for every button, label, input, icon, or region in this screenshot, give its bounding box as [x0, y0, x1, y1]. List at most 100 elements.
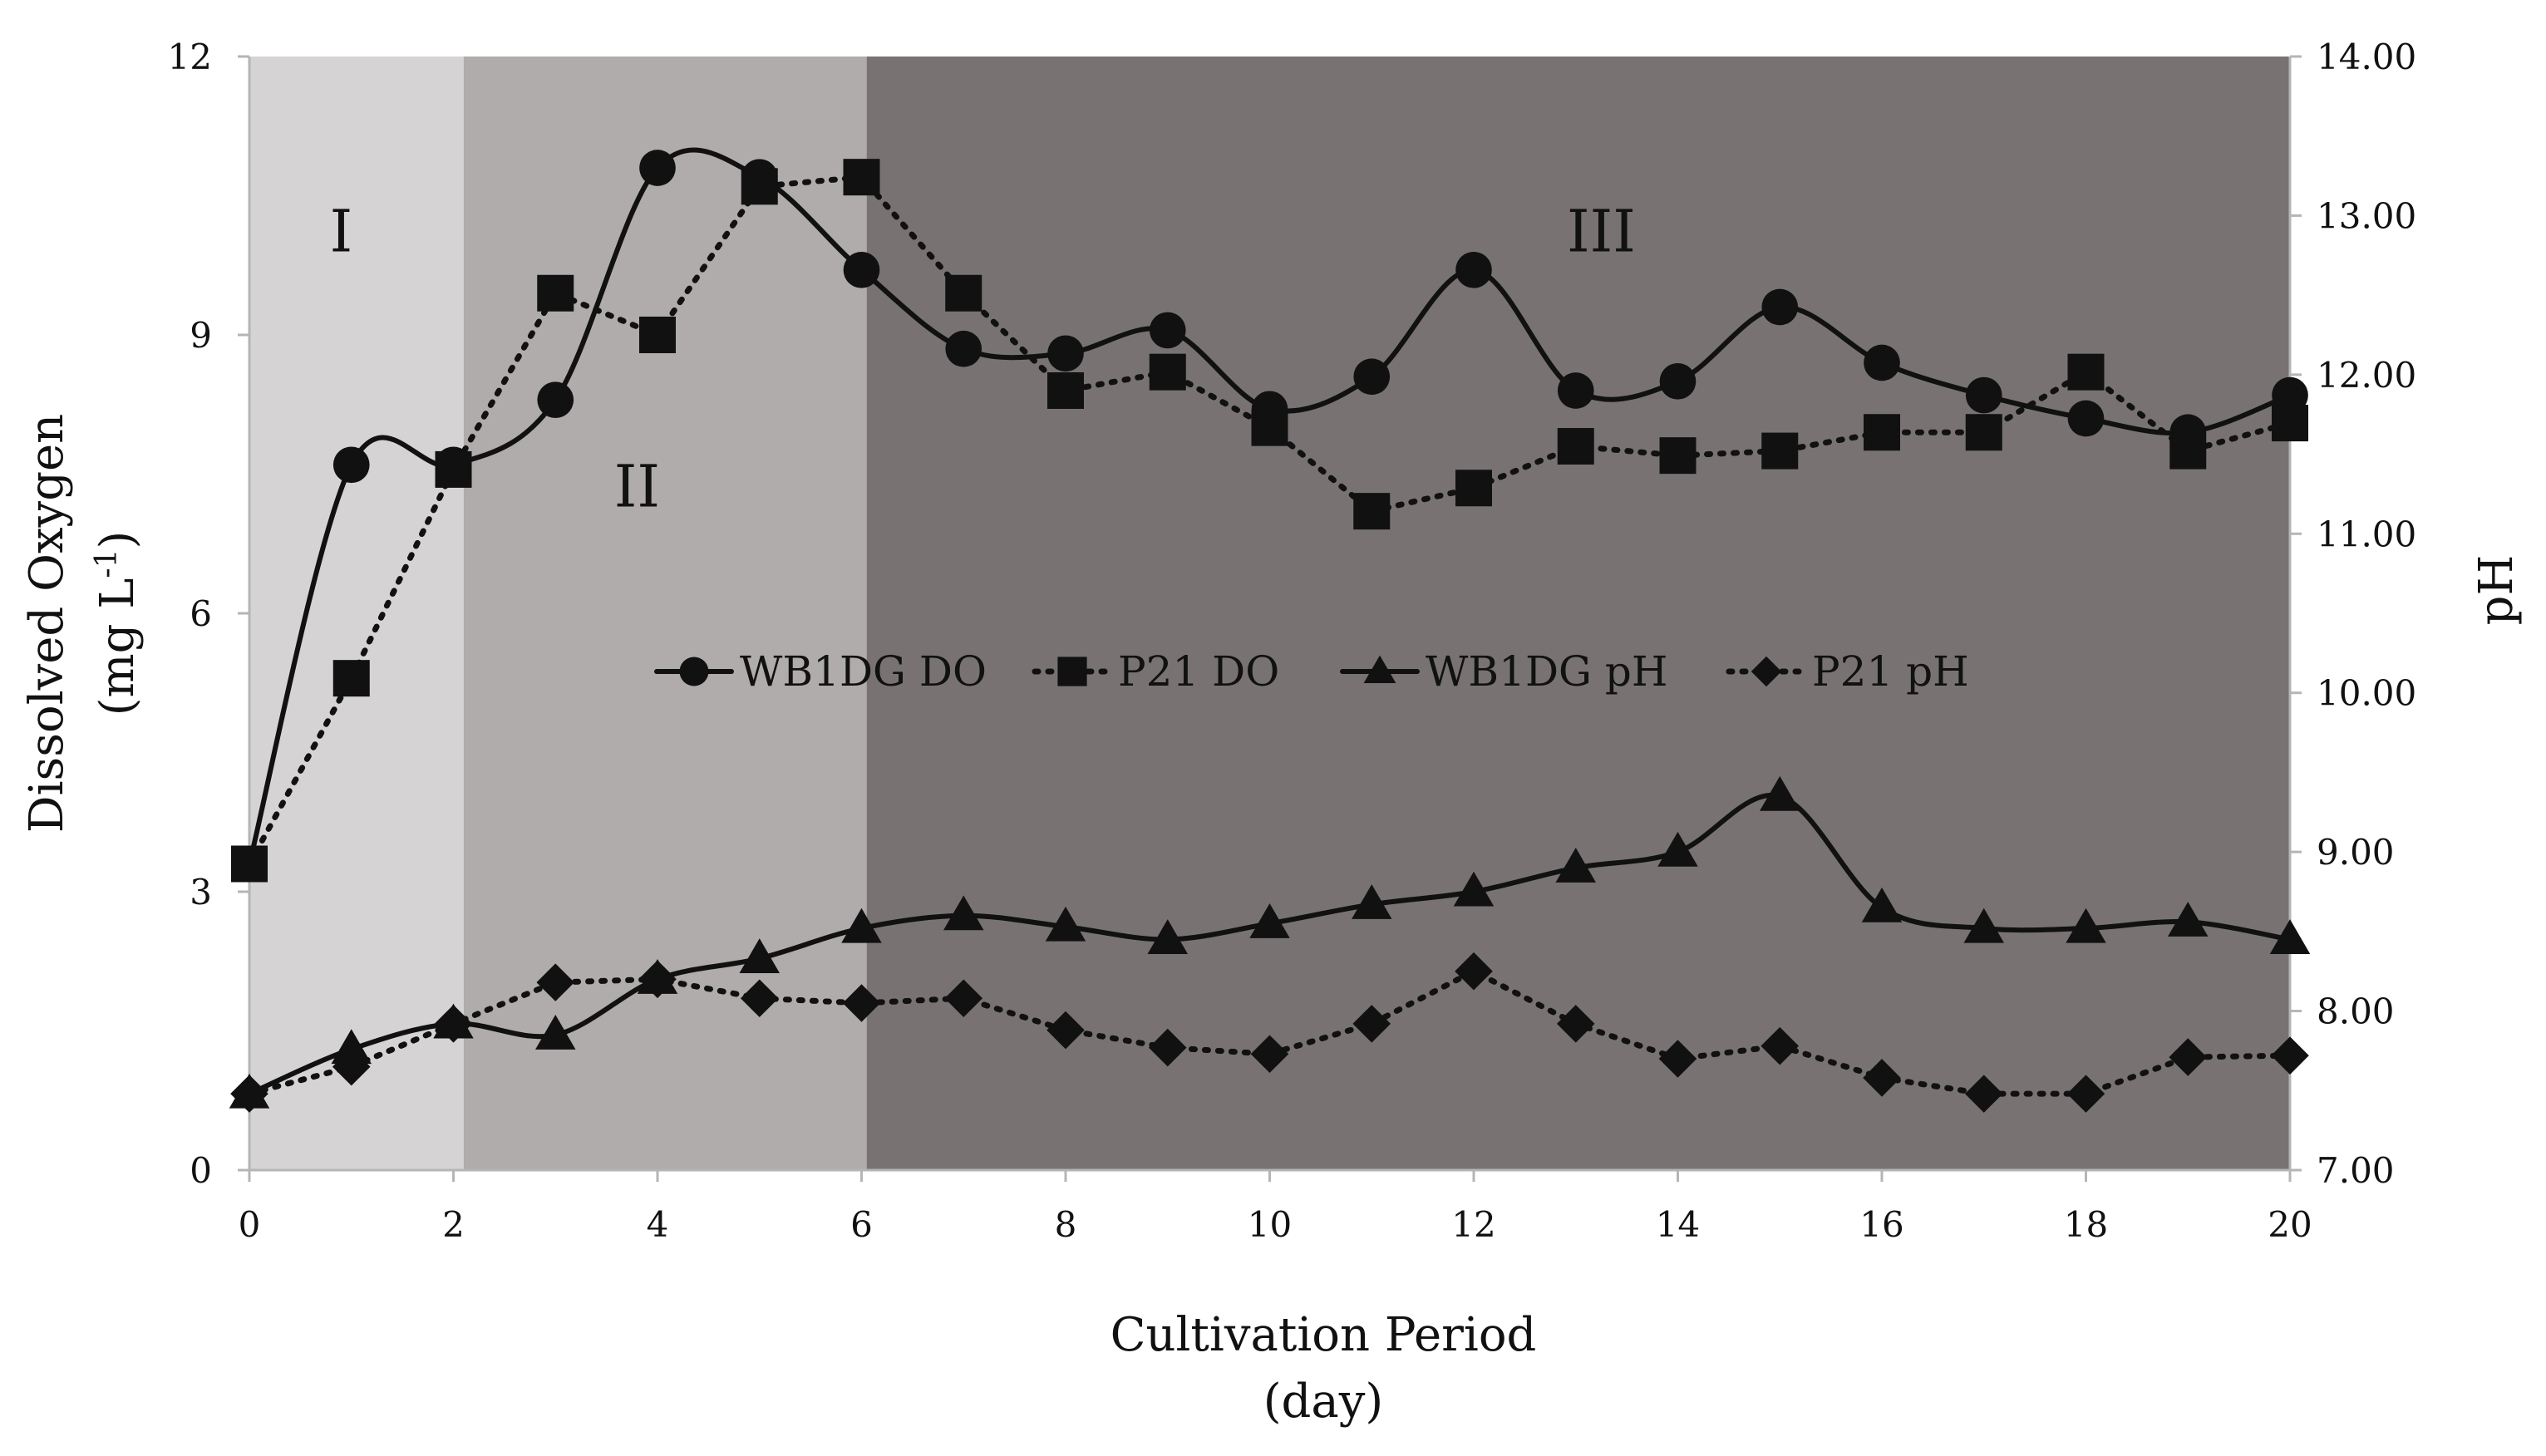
- data-point-p21-ph: [1658, 1040, 1697, 1078]
- y-tick-label: 0: [190, 1150, 212, 1191]
- y-axis-unit-superscript: -1: [90, 548, 124, 578]
- region-label-iii: III: [1567, 198, 1636, 266]
- data-point-wb1dg-do: [2272, 376, 2308, 414]
- data-point-p21-do: [1251, 409, 1288, 446]
- data-point-wb1dg-ph: [1657, 831, 1698, 867]
- data-point-wb1dg-ph: [739, 938, 780, 973]
- data-point-p21-ph: [1556, 1005, 1595, 1043]
- legend-label: WB1DG pH: [1426, 647, 1667, 696]
- data-point-p21-do: [537, 274, 574, 312]
- data-point-p21-ph: [1352, 1005, 1391, 1043]
- data-point-p21-ph: [638, 960, 677, 999]
- y-axis-unit: (mg L-1): [90, 531, 145, 716]
- y-tick-label: 6: [190, 593, 212, 634]
- y-axis-title-group: Dissolved Oxygen: [20, 414, 74, 834]
- y2-tick-label: 9.00: [2317, 832, 2395, 873]
- legend-item-p21-do: P21 DO: [1032, 647, 1279, 696]
- data-point-p21-ph: [230, 1075, 268, 1113]
- x-tick-label: 20: [2268, 1204, 2312, 1245]
- data-point-wb1dg-ph: [331, 1029, 372, 1065]
- data-point-wb1dg-ph: [943, 895, 984, 931]
- data-point-p21-ph: [2169, 1038, 2208, 1076]
- shaded-regions: [249, 57, 2290, 1170]
- y2-tick-label: 12.00: [2317, 355, 2416, 396]
- data-point-p21-do: [1965, 414, 2002, 451]
- region-i: [249, 57, 464, 1170]
- data-point-p21-do: [1557, 428, 1594, 465]
- data-point-wb1dg-ph: [535, 1015, 576, 1050]
- data-point-wb1dg-ph: [2269, 919, 2311, 954]
- data-point-p21-do: [2169, 432, 2207, 470]
- data-point-wb1dg-ph: [1453, 871, 1495, 907]
- y2-tick-label: 14.00: [2317, 37, 2416, 77]
- x-tick-label: 8: [1055, 1204, 1077, 1245]
- data-point-p21-do: [1659, 437, 1697, 475]
- data-point-wb1dg-ph: [1352, 884, 1392, 919]
- data-point-p21-ph: [1046, 1011, 1085, 1050]
- region-label-i: I: [330, 198, 353, 266]
- data-point-p21-do: [1864, 414, 1900, 451]
- legend-item-wb1dg-ph: WB1DG pH: [1340, 647, 1667, 696]
- data-point-p21-do: [435, 450, 472, 488]
- y2-axis-title-group: pH: [2470, 555, 2524, 626]
- y2-tick-label: 11.00: [2317, 514, 2416, 554]
- data-point-p21-do: [2272, 405, 2308, 442]
- data-point-p21-do: [843, 159, 880, 196]
- data-point-p21-do: [1353, 493, 1391, 530]
- series-markers: [229, 150, 2311, 1113]
- data-point-p21-ph: [1455, 952, 1493, 991]
- data-point-wb1dg-ph: [1249, 903, 1290, 938]
- x-tick-label: 14: [1656, 1204, 1700, 1245]
- data-point-wb1dg-ph: [1963, 908, 2004, 943]
- data-point-wb1dg-do: [1965, 376, 2002, 414]
- x-tick-label: 18: [2064, 1204, 2108, 1245]
- data-point-wb1dg-do: [1557, 372, 1594, 409]
- data-point-wb1dg-do: [1149, 312, 1186, 349]
- x-tick-label: 2: [442, 1204, 465, 1245]
- data-point-p21-do: [1047, 372, 1084, 409]
- data-point-p21-ph: [944, 979, 983, 1018]
- y2-tick-label: 10.00: [2317, 673, 2416, 714]
- x-tick-label: 0: [239, 1204, 261, 1245]
- y-tick-label: 9: [190, 315, 212, 356]
- data-point-wb1dg-do: [537, 381, 574, 419]
- x-tick-label: 12: [1451, 1204, 1495, 1245]
- data-point-wb1dg-do: [1659, 362, 1697, 400]
- y-axis-unit-prefix: (mg L: [91, 578, 145, 716]
- legend: WB1DG DO P21 DO WB1DG pH P21 pH: [654, 647, 1969, 696]
- data-point-p21-ph: [842, 984, 881, 1022]
- data-point-wb1dg-ph: [1147, 919, 1188, 954]
- data-point-p21-ph: [1863, 1059, 1901, 1097]
- data-point-wb1dg-do: [639, 150, 676, 186]
- x-tick-label: 6: [850, 1204, 873, 1245]
- legend-item-wb1dg-do: WB1DG DO: [654, 647, 987, 696]
- x-tick-label: 16: [1859, 1204, 1903, 1245]
- data-point-p21-ph: [1148, 1028, 1187, 1067]
- y-axis-unit-group: (mg L-1): [90, 531, 145, 716]
- data-point-p21-do: [741, 168, 778, 205]
- data-point-p21-do: [231, 845, 268, 883]
- data-point-wb1dg-do: [332, 446, 370, 484]
- data-point-p21-do: [1761, 432, 1799, 470]
- data-point-p21-ph: [434, 1005, 473, 1043]
- series-points-p21-ph: [230, 952, 2309, 1113]
- y-axis-unit-suffix: ): [91, 531, 145, 549]
- data-point-wb1dg-do: [2067, 400, 2105, 437]
- x-tick-label: 4: [647, 1204, 669, 1245]
- legend-marker: [1363, 655, 1396, 684]
- x-tick-label: 10: [1248, 1204, 1292, 1245]
- data-point-wb1dg-ph: [2168, 902, 2209, 937]
- series-line-wb1dg-do: [247, 147, 2292, 867]
- data-point-p21-ph: [1761, 1026, 1800, 1065]
- data-point-wb1dg-ph: [841, 908, 882, 943]
- data-point-wb1dg-do: [945, 330, 982, 367]
- data-point-p21-ph: [1964, 1075, 2003, 1113]
- region-ii: [463, 57, 867, 1170]
- legend-marker: [1057, 657, 1087, 686]
- data-point-p21-ph: [332, 1047, 371, 1086]
- data-point-wb1dg-ph: [1555, 848, 1596, 883]
- axes: 0 2 4 6 8 10 12 14 16 18 20 0 3 6 9 12 7.00 8.00 9.00 10.00…: [168, 37, 2417, 1245]
- y2-tick-label: 7.00: [2317, 1150, 2395, 1191]
- y2-tick-label: 8.00: [2317, 991, 2395, 1032]
